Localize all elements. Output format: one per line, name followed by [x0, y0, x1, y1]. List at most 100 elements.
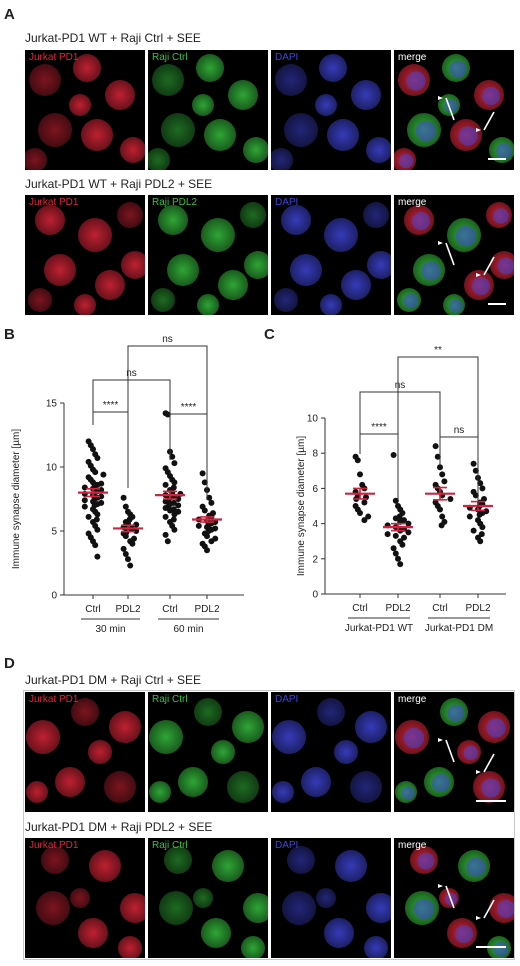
data-point: [127, 562, 134, 569]
panel-letter-a: A: [4, 6, 15, 23]
cell: [151, 288, 175, 312]
nucleus: [493, 208, 509, 224]
merge-image: merge: [394, 50, 514, 170]
nucleus: [458, 126, 478, 146]
data-point: [90, 446, 96, 453]
data-point: [100, 471, 107, 478]
y-tick-label: 4: [312, 519, 318, 530]
data-point: [122, 551, 129, 558]
cell: [196, 54, 224, 82]
cell: [272, 781, 294, 803]
cell: [149, 781, 171, 803]
cell: [366, 893, 391, 923]
synapse-line: [445, 885, 455, 909]
y-tick-label: 10: [307, 414, 319, 425]
data-point: [481, 495, 487, 502]
nucleus: [398, 153, 414, 169]
data-point: [405, 529, 412, 536]
cell: [341, 270, 371, 300]
data-point: [162, 481, 169, 488]
arrowhead-marker: [476, 128, 481, 132]
channel-label: merge: [398, 52, 427, 63]
data-point: [94, 526, 101, 533]
cell: [28, 288, 52, 312]
nucleus: [447, 704, 465, 722]
data-point: [164, 411, 171, 418]
synapse-line: [445, 242, 455, 266]
synapse-line: [445, 739, 455, 763]
micrograph-row: Jurkat PD1 Raji Ctrl DAPI merge: [25, 838, 514, 958]
group-label: Jurkat-PD1 WT: [345, 623, 413, 634]
nucleus: [412, 212, 430, 230]
data-point: [477, 538, 484, 545]
channel-label: Jurkat PD1: [29, 52, 79, 63]
data-point: [171, 460, 178, 467]
cell: [41, 846, 69, 874]
data-point: [201, 507, 208, 514]
significance-bracket: [127, 345, 208, 480]
data-point: [399, 541, 406, 548]
data-point: [466, 513, 473, 520]
data-point: [171, 526, 178, 533]
cell: [274, 288, 298, 312]
data-point: [92, 469, 99, 476]
data-point: [438, 522, 445, 529]
data-point: [470, 527, 477, 534]
data-point: [441, 478, 448, 485]
cell: [118, 936, 142, 958]
nucleus: [497, 900, 514, 918]
data-point: [361, 517, 368, 524]
data-point: [405, 520, 412, 527]
data-point: [81, 497, 88, 504]
category-label: Ctrl: [85, 604, 101, 615]
cell: [319, 54, 347, 82]
significance-label: **: [434, 345, 442, 356]
cell: [78, 218, 112, 252]
cell: [25, 148, 47, 170]
nucleus: [406, 71, 426, 91]
cell: [104, 771, 136, 803]
y-axis-label: Immune synapse diameter [µm]: [296, 436, 307, 576]
data-point: [122, 503, 129, 510]
panel-letter-b: B: [4, 326, 15, 343]
nucleus: [466, 857, 486, 877]
cell: [281, 205, 311, 235]
cell: [324, 218, 358, 252]
cell: [167, 254, 199, 286]
data-point: [175, 502, 182, 509]
cell: [364, 936, 388, 958]
significance-bracket: [92, 411, 129, 488]
data-point: [92, 542, 99, 549]
nucleus: [449, 60, 467, 78]
group-label: 60 min: [173, 624, 203, 635]
significance-label: ns: [395, 380, 406, 391]
cell: [287, 846, 315, 874]
data-point: [162, 498, 169, 505]
cell: [36, 891, 70, 925]
data-point: [477, 480, 484, 487]
arrowhead-marker: [438, 738, 443, 742]
cell: [149, 720, 183, 754]
merge-image: merge: [394, 838, 514, 958]
cell: [232, 711, 264, 743]
cell: [117, 202, 143, 228]
nucleus: [417, 852, 435, 870]
cell: [161, 113, 195, 147]
cell: [38, 113, 72, 147]
channel-image: Raji PDL2: [148, 195, 268, 315]
nucleus: [401, 786, 415, 800]
scale-bar: [488, 303, 506, 305]
channel-label: DAPI: [275, 52, 299, 63]
data-point: [357, 471, 363, 478]
cell: [244, 251, 268, 279]
cell: [105, 80, 135, 110]
cell: [271, 148, 293, 170]
nucleus: [472, 277, 490, 295]
data-point: [478, 531, 485, 538]
data-point: [476, 511, 483, 518]
cell: [284, 113, 318, 147]
data-point: [479, 524, 486, 531]
cell: [197, 294, 219, 315]
cell: [290, 254, 322, 286]
data-point: [85, 513, 92, 520]
